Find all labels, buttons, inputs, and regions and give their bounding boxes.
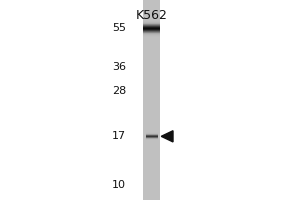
Text: 36: 36: [112, 62, 126, 72]
Bar: [143, 25, 160, 26]
Bar: [146, 139, 158, 140]
Text: K562: K562: [136, 9, 167, 22]
Bar: [143, 26, 160, 27]
Text: 28: 28: [112, 86, 126, 96]
Text: 10: 10: [112, 180, 126, 190]
Bar: [146, 138, 158, 139]
Bar: [143, 0, 160, 200]
Bar: [143, 20, 160, 21]
Text: 17: 17: [112, 131, 126, 141]
Text: 55: 55: [112, 23, 126, 33]
Bar: [143, 35, 160, 36]
Bar: [143, 19, 160, 20]
Bar: [143, 31, 160, 32]
Polygon shape: [161, 131, 173, 142]
Bar: [146, 135, 158, 136]
Bar: [143, 30, 160, 31]
Bar: [143, 34, 160, 35]
Bar: [143, 28, 160, 29]
Bar: [143, 27, 160, 28]
Bar: [143, 36, 160, 37]
Bar: [146, 132, 158, 133]
Bar: [143, 29, 160, 30]
Bar: [143, 33, 160, 34]
Bar: [146, 137, 158, 138]
Bar: [143, 32, 160, 33]
Bar: [143, 21, 160, 22]
Bar: [143, 23, 160, 24]
Bar: [146, 136, 158, 137]
Bar: [143, 22, 160, 23]
Bar: [146, 134, 158, 135]
Bar: [143, 24, 160, 25]
